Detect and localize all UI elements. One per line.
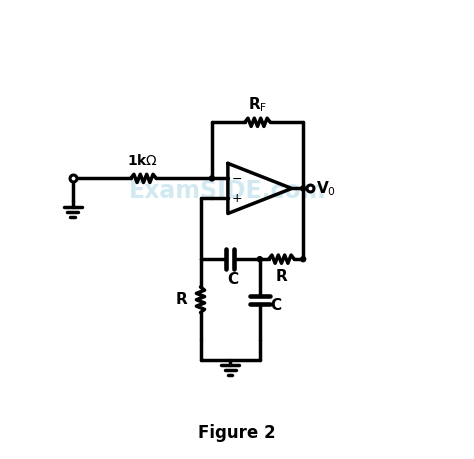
Text: $-$: $-$	[231, 172, 243, 185]
Text: ExamSIDE.com: ExamSIDE.com	[129, 179, 327, 203]
Text: R: R	[275, 269, 287, 284]
Text: $+$: $+$	[231, 191, 243, 205]
Circle shape	[301, 186, 306, 191]
Circle shape	[301, 257, 306, 262]
Text: V$_\mathsf{0}$: V$_\mathsf{0}$	[316, 179, 336, 198]
Text: 1k$\Omega$: 1k$\Omega$	[127, 153, 158, 168]
Text: Figure 2: Figure 2	[198, 424, 276, 442]
Circle shape	[257, 257, 262, 262]
Circle shape	[210, 176, 214, 181]
Text: C: C	[270, 298, 281, 313]
Text: R: R	[176, 292, 188, 307]
Text: C: C	[227, 272, 238, 287]
Text: R$_\mathsf{F}$: R$_\mathsf{F}$	[248, 95, 267, 114]
